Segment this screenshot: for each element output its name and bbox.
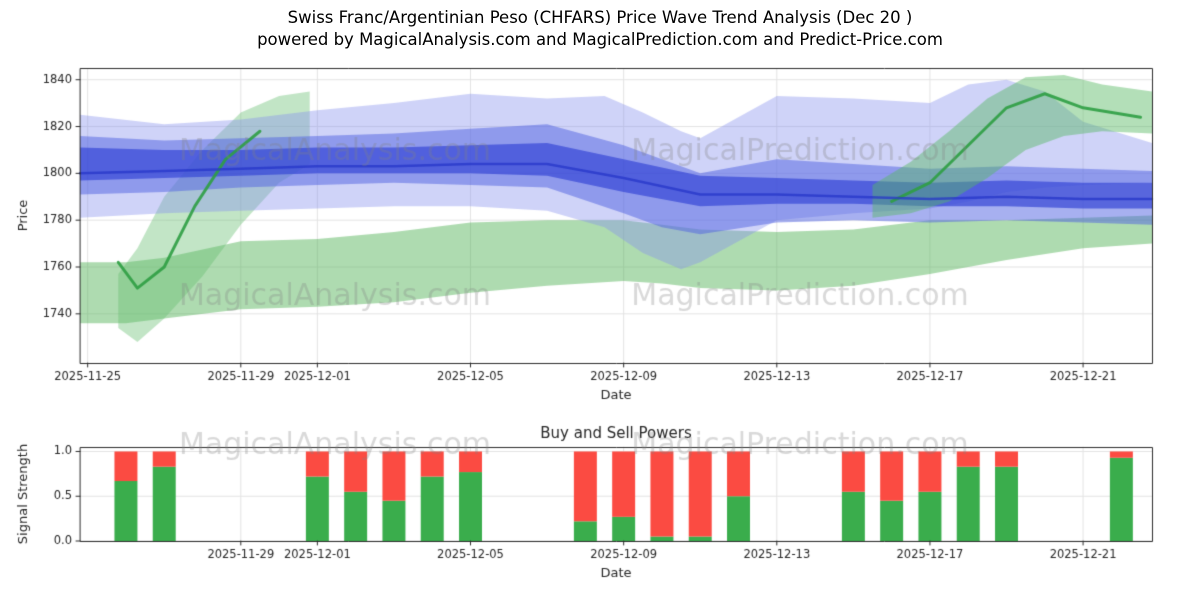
title-line-2: powered by MagicalAnalysis.com and Magic… <box>257 30 943 49</box>
title-line-1: Swiss Franc/Argentinian Peso (CHFARS) Pr… <box>287 8 913 27</box>
price-and-signal-charts-canvas <box>0 55 1200 600</box>
chart-title: Swiss Franc/Argentinian Peso (CHFARS) Pr… <box>0 7 1200 51</box>
